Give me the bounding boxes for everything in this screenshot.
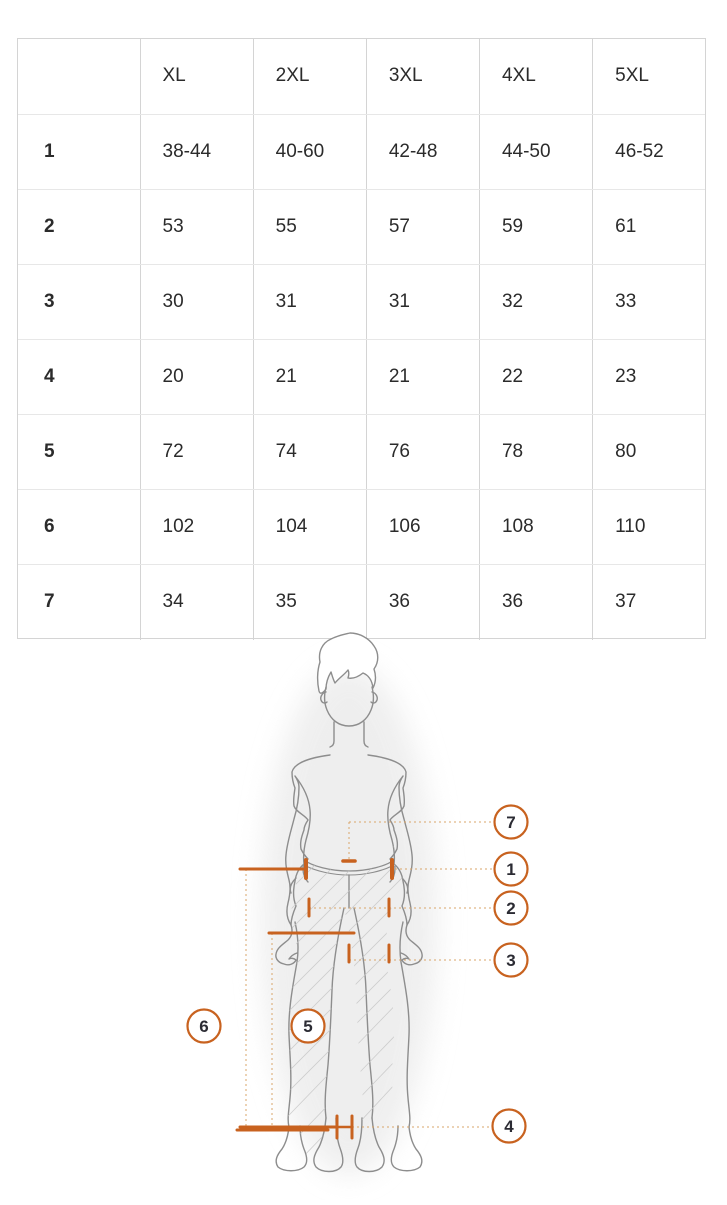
- svg-text:4: 4: [504, 1117, 514, 1136]
- svg-text:2: 2: [506, 899, 515, 918]
- svg-text:7: 7: [506, 813, 515, 832]
- svg-text:1: 1: [506, 860, 515, 879]
- svg-text:5: 5: [303, 1017, 312, 1036]
- svg-text:3: 3: [506, 951, 515, 970]
- svg-text:6: 6: [199, 1017, 208, 1036]
